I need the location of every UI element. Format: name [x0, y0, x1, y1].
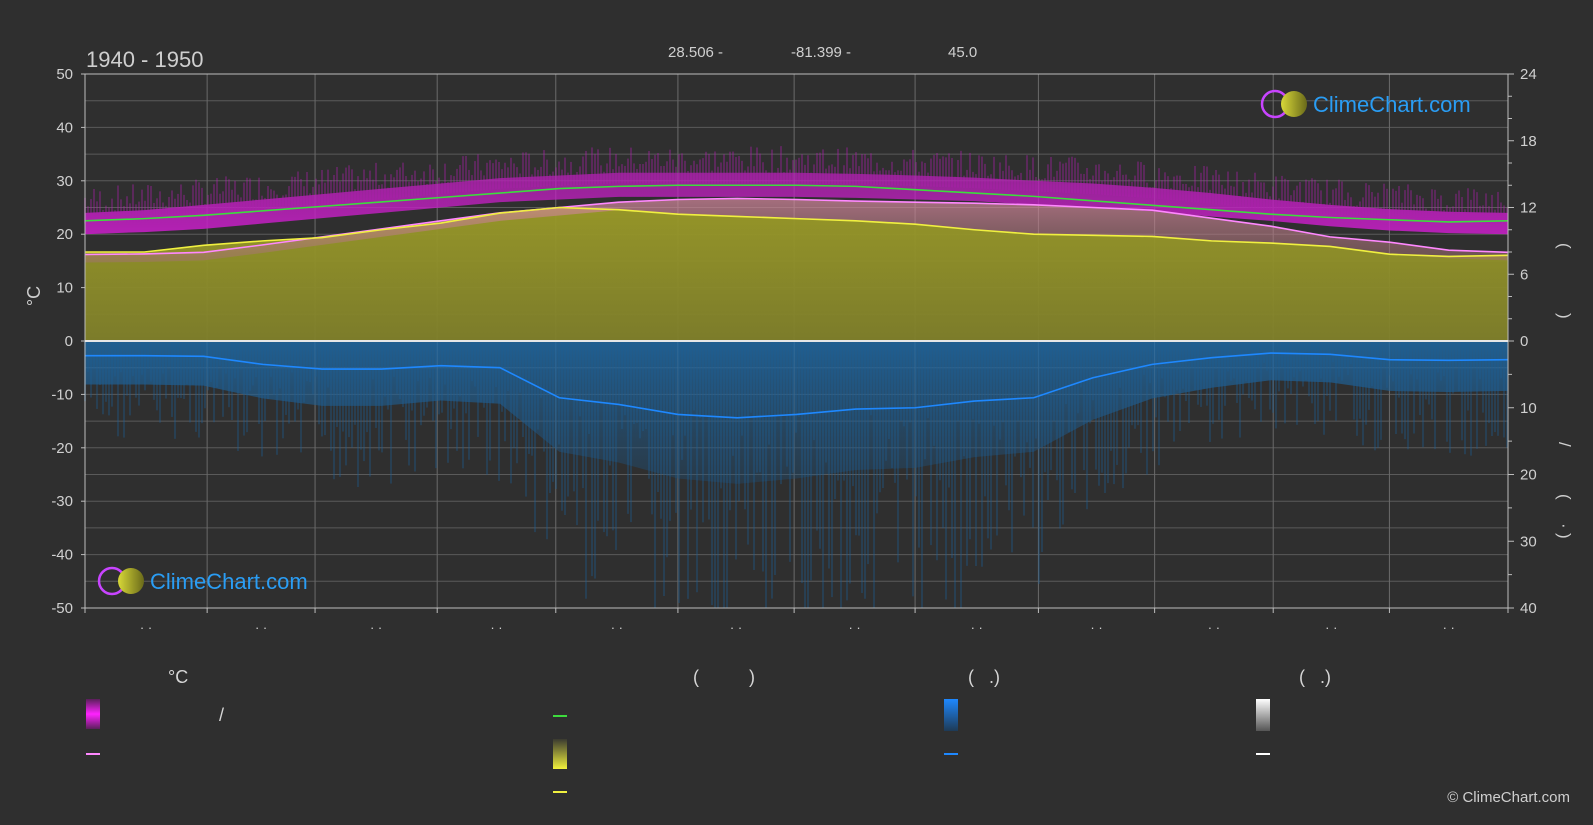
temp-spread-area [85, 198, 1508, 263]
right-axis-paren-open-2: ( [1555, 494, 1574, 500]
left-tick-label: -10 [51, 386, 73, 403]
left-tick-label: -50 [51, 600, 73, 617]
x-tick-label: · · [1208, 620, 1220, 635]
longitude-label: -81.399 - [791, 44, 851, 61]
left-tick-label: -40 [51, 547, 73, 564]
left-axis: 50 40 30 20 10 0 -10 -20 -30 -40 -50 [51, 66, 85, 617]
x-tick-label: · · [140, 620, 152, 635]
right-axis-paren-close: ) [1555, 313, 1574, 319]
right-top-tick-label: 12 [1520, 200, 1537, 217]
x-tick-label: · · [490, 620, 502, 635]
logo-top-text: ClimeChart.com [1313, 92, 1471, 117]
legend-col3-title: ( .) [968, 667, 1000, 687]
x-tick-label: · · [370, 620, 382, 635]
right-bottom-tick-label: 10 [1520, 400, 1537, 417]
logo-sun-icon [1281, 91, 1307, 117]
legend-precip-swatch [944, 699, 958, 731]
temp-range-band [85, 172, 1508, 235]
right-top-tick-label: 18 [1520, 133, 1537, 150]
left-tick-label: 20 [56, 226, 73, 243]
right-top-tick-label: 24 [1520, 66, 1537, 83]
legend-col4-title: ( .) [1299, 667, 1331, 687]
logo-top[interactable]: ClimeChart.com [1260, 89, 1471, 119]
sunshine-line [85, 206, 1509, 258]
right-bottom-tick-label: 30 [1520, 533, 1537, 550]
precipitation-area [85, 341, 1508, 484]
period-title: 1940 - 1950 [86, 47, 203, 72]
plot-area [84, 73, 1509, 609]
right-axis: 24 18 12 6 0 10 20 30 40 [1508, 66, 1537, 617]
left-tick-label: 30 [56, 173, 73, 190]
left-tick-label: 0 [65, 333, 73, 350]
logo-sun-icon [118, 568, 144, 594]
y-axis-left-label: °C [24, 286, 44, 306]
legend-col1-title: °C [168, 667, 188, 687]
right-bottom-tick-label: 20 [1520, 467, 1537, 484]
left-tick-label: 50 [56, 66, 73, 83]
x-tick-label: · · [1443, 620, 1455, 635]
left-tick-label: 10 [56, 280, 73, 297]
x-axis: · · · · · · · · · · · · · · · · · · · · · · · · [84, 608, 1509, 635]
legend-col2-title: ( ) [693, 667, 755, 687]
right-bottom-tick-label: 40 [1520, 600, 1537, 617]
logo-bottom-text: ClimeChart.com [150, 569, 308, 594]
sunshine-area [85, 207, 1508, 341]
logo-bottom[interactable]: ClimeChart.com [97, 566, 308, 596]
data-lines [84, 184, 1509, 419]
data-bands [84, 146, 1508, 608]
copyright: © ClimeChart.com [1447, 789, 1570, 806]
right-bottom-tick-label: 0 [1520, 333, 1528, 350]
right-top-tick-label: 6 [1520, 266, 1528, 283]
legend-snow-swatch [1256, 699, 1270, 731]
left-tick-label: -30 [51, 493, 73, 510]
legend-slash: / [219, 705, 224, 725]
x-tick-label: · · [730, 620, 742, 635]
right-axis-title: ( ) / ( · ) [1555, 243, 1574, 539]
legend: °C ( ) ( .) ( .) / [86, 667, 1331, 793]
x-tick-label: · · [971, 620, 983, 635]
x-tick-label: · · [1090, 620, 1102, 635]
x-tick-label: · · [255, 620, 267, 635]
right-axis-slash: / [1555, 442, 1574, 447]
x-tick-label: · · [611, 620, 623, 635]
left-tick-label: -20 [51, 440, 73, 457]
legend-sunshine-swatch [553, 739, 567, 769]
left-tick-label: 40 [56, 119, 73, 136]
elevation-label: 45.0 [948, 44, 977, 61]
x-tick-label: · · [1325, 620, 1337, 635]
latitude-label: 28.506 - [668, 44, 723, 61]
daylight-line [84, 184, 1509, 223]
right-axis-dot: · [1555, 523, 1574, 529]
precip-line [85, 352, 1509, 419]
right-axis-paren-open: ( [1555, 243, 1574, 249]
right-axis-paren-close-2: ) [1555, 533, 1574, 539]
x-tick-label: · · [848, 620, 860, 635]
legend-temp-range-swatch [86, 699, 100, 729]
